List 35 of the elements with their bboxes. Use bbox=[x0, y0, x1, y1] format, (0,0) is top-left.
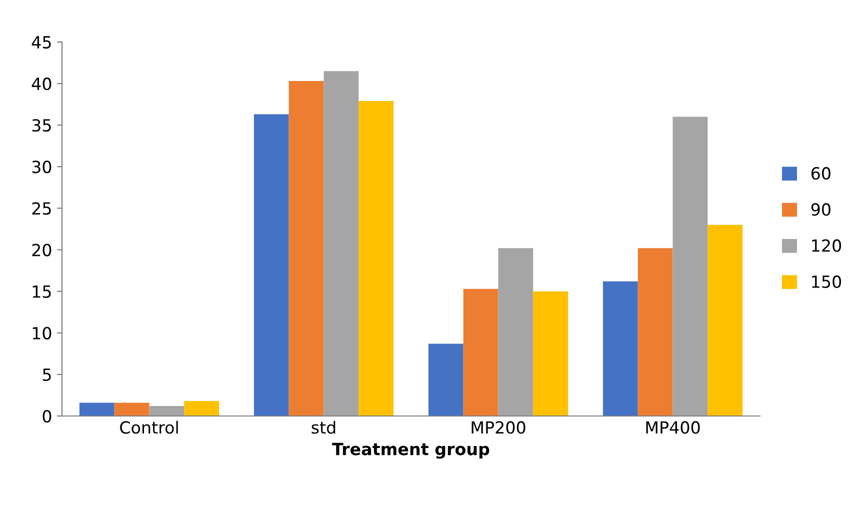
bar bbox=[428, 344, 464, 416]
y-tick-label: 0 bbox=[42, 410, 52, 423]
x-tick-label: MP200 bbox=[472, 421, 526, 434]
bar bbox=[149, 406, 184, 416]
bar bbox=[324, 71, 359, 416]
bar bbox=[708, 224, 743, 416]
legend-label: 90 bbox=[811, 203, 830, 216]
bar bbox=[288, 81, 324, 416]
bar bbox=[358, 101, 394, 416]
y-tick-label: 25 bbox=[32, 202, 51, 215]
y-tick-label: 40 bbox=[32, 78, 52, 90]
y-tick-label: 35 bbox=[32, 119, 51, 132]
bar bbox=[254, 114, 289, 416]
x-tick-label: std bbox=[312, 420, 336, 434]
y-tick-label: 20 bbox=[32, 244, 52, 256]
y-tick-label: 45 bbox=[32, 36, 51, 49]
bar bbox=[114, 402, 150, 416]
bar bbox=[638, 248, 673, 416]
bar bbox=[672, 116, 708, 416]
bar bbox=[533, 291, 568, 416]
y-tick-label: 5 bbox=[42, 368, 51, 382]
bar bbox=[498, 248, 534, 416]
x-tick-label: Control bbox=[120, 420, 178, 434]
legend-label: 150 bbox=[812, 275, 842, 288]
y-tick-label: 15 bbox=[32, 286, 51, 298]
y-tick-label: 10 bbox=[32, 326, 52, 340]
bar bbox=[602, 281, 638, 416]
y-tick-label: 30 bbox=[32, 160, 52, 174]
x-tick-label: MP400 bbox=[646, 421, 700, 434]
bar bbox=[184, 401, 220, 416]
x-axis-title: Treatment group bbox=[332, 442, 490, 459]
bar bbox=[463, 288, 498, 416]
bar bbox=[79, 402, 114, 416]
legend-label: 60 bbox=[811, 167, 830, 180]
legend-label: 120 bbox=[812, 239, 842, 252]
